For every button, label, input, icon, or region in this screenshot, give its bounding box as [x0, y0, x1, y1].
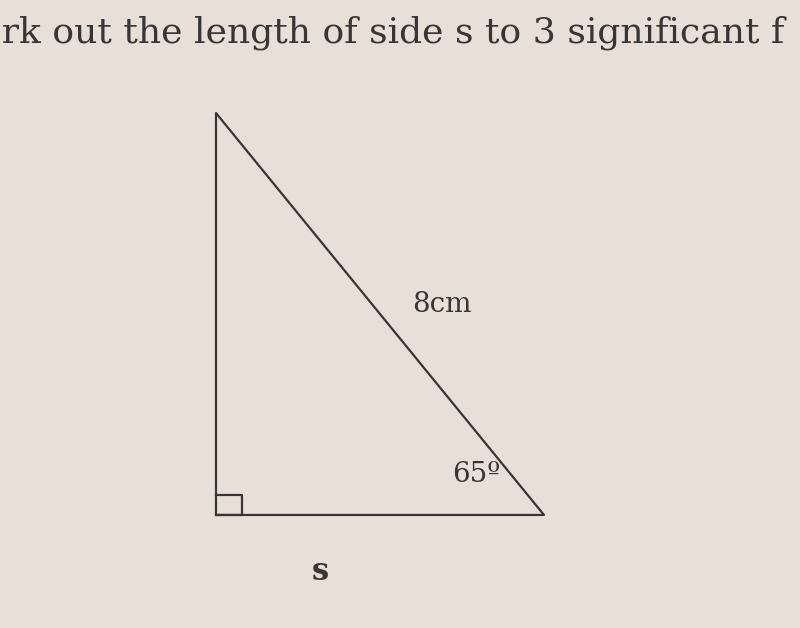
Text: 8cm: 8cm [412, 291, 471, 318]
Text: 65º: 65º [452, 461, 500, 487]
Text: s: s [311, 556, 329, 587]
Text: ork out the length of side s to 3 significant f: ork out the length of side s to 3 signif… [0, 16, 784, 50]
